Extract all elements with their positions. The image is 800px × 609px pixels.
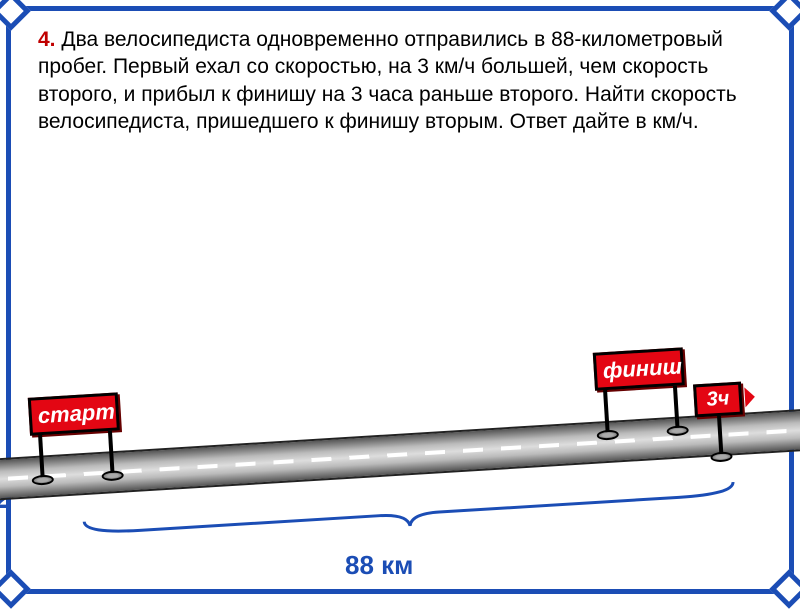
diagram-scene: старт финиш 3ч 88 км <box>0 360 800 580</box>
start-sign: старт <box>28 392 120 435</box>
finish-sign: финиш <box>593 347 685 390</box>
sign-base <box>710 451 733 462</box>
time-flag-label: 3ч <box>693 382 743 418</box>
problem-body: Два велосипедиста одновременно отправили… <box>38 28 737 133</box>
finish-sign-label: финиш <box>593 347 685 390</box>
flag-notch-icon <box>744 387 755 408</box>
problem-text: 4. Два велосипедиста одновременно отправ… <box>38 26 762 135</box>
frame-corner <box>769 0 800 31</box>
problem-number: 4. <box>38 28 56 51</box>
distance-brace <box>79 480 740 550</box>
start-sign-label: старт <box>28 392 120 435</box>
distance-label: 88 км <box>345 550 413 581</box>
frame-corner <box>0 0 31 31</box>
time-flag: 3ч <box>693 382 743 418</box>
